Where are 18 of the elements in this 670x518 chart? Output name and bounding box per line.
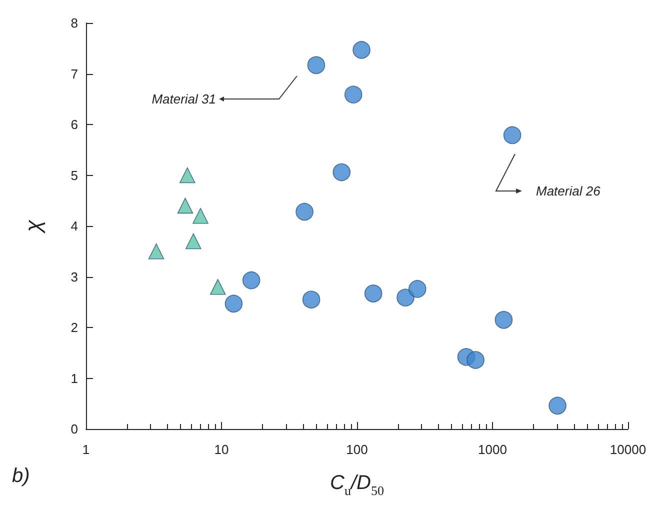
y-tick-label: 8 bbox=[70, 16, 78, 30]
y-tick-label: 6 bbox=[70, 117, 78, 132]
y-tick-label: 3 bbox=[70, 269, 78, 284]
x-tick-label: 10 bbox=[214, 442, 229, 457]
x-tick-label: 1000 bbox=[478, 442, 507, 457]
y-axis-title: χ bbox=[20, 219, 46, 234]
text: b) bbox=[12, 465, 30, 487]
x-tick-label: 100 bbox=[346, 442, 368, 457]
x-tick-label: 1 bbox=[82, 442, 90, 457]
annotation: Material 31 bbox=[152, 92, 216, 106]
y-tick-label: 7 bbox=[70, 66, 78, 82]
annotation: Material 26 bbox=[536, 184, 602, 198]
x-tick-label: 10000 bbox=[610, 442, 646, 457]
y-tick-label: 5 bbox=[70, 168, 78, 183]
y-tick-label: 2 bbox=[70, 320, 78, 335]
y-tick-label: 4 bbox=[70, 218, 78, 234]
y-tick-label: 0 bbox=[70, 422, 78, 436]
y-tick-label: 1 bbox=[70, 370, 78, 386]
